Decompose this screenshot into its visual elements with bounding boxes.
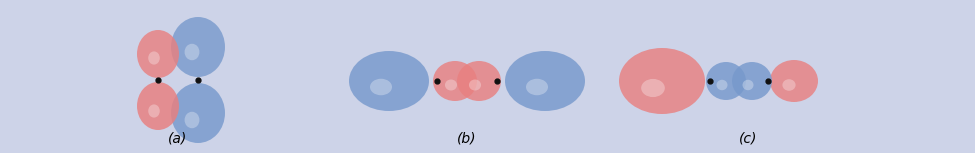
Text: (b): (b) (457, 132, 477, 146)
Ellipse shape (148, 104, 160, 118)
Ellipse shape (171, 83, 225, 143)
Ellipse shape (148, 51, 160, 65)
Ellipse shape (445, 80, 457, 91)
Ellipse shape (433, 61, 477, 101)
Ellipse shape (782, 79, 796, 91)
Ellipse shape (642, 79, 665, 97)
Ellipse shape (706, 62, 746, 100)
Ellipse shape (349, 51, 429, 111)
Ellipse shape (717, 80, 727, 90)
Ellipse shape (137, 82, 179, 130)
Ellipse shape (770, 60, 818, 102)
Ellipse shape (505, 51, 585, 111)
Ellipse shape (743, 80, 754, 90)
Ellipse shape (457, 61, 501, 101)
Ellipse shape (137, 30, 179, 78)
Ellipse shape (469, 80, 481, 91)
Ellipse shape (370, 79, 392, 95)
Ellipse shape (184, 112, 200, 128)
Text: (c): (c) (739, 132, 758, 146)
Ellipse shape (732, 62, 772, 100)
Text: (a): (a) (169, 132, 187, 146)
Ellipse shape (619, 48, 705, 114)
Ellipse shape (526, 79, 548, 95)
Ellipse shape (184, 44, 200, 60)
Ellipse shape (171, 17, 225, 77)
